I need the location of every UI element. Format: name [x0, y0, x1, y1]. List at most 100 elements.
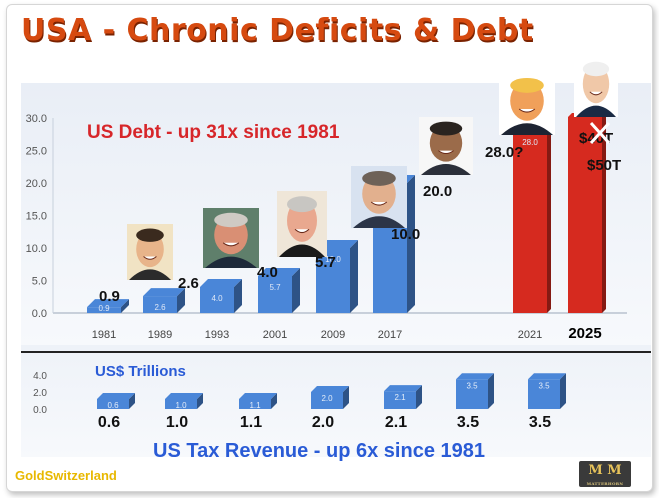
tax-bar-1989	[165, 393, 203, 409]
tax-bar-1981-front	[97, 399, 129, 409]
portrait-2001	[351, 166, 407, 228]
debt-bar-2001-top	[258, 267, 300, 276]
debt-bar-1981-side	[121, 299, 129, 313]
portrait-smile	[294, 228, 310, 234]
debt-bar-1989-front	[143, 296, 177, 313]
brand-label: GoldSwitzerland	[15, 468, 117, 483]
debt-bar-2025	[568, 113, 606, 313]
debt-ytick-label: 25.0	[26, 146, 47, 158]
logo-badge: M M MATTERHORN	[579, 461, 631, 487]
tax-value-label: 1.1	[240, 414, 262, 431]
tax-bar-1993	[239, 393, 277, 409]
tax-bar-inner-label: 1.1	[249, 401, 261, 410]
tax-value-label: 1.0	[166, 414, 188, 431]
tax-ytick-label: 0.0	[33, 405, 47, 416]
tax-ytick-label: 2.0	[33, 388, 47, 399]
tax-bar-2021-side	[560, 373, 566, 409]
debt-category-label: 2009	[321, 329, 345, 341]
debt-value-label: $50T	[587, 157, 621, 174]
portrait-suit	[205, 256, 257, 268]
portrait-suit	[421, 163, 471, 175]
debt-bar-1981-front	[87, 307, 121, 313]
portrait-smile	[589, 91, 603, 96]
portrait-hair	[582, 61, 610, 77]
tax-value-label: 0.6	[98, 414, 120, 431]
tax-bar-1989-top	[165, 393, 203, 399]
chart-title: USA - Chronic Deficits & Debt	[21, 13, 534, 48]
tax-bar-2001-side	[343, 386, 349, 409]
debt-bar-2025-side	[602, 113, 606, 313]
debt-bar-inner-label: 5.7	[269, 283, 281, 292]
chart-svg: 0.0 5.0 10.0 15.0 20.0 25.0 30.0 US Debt - up 3…	[26, 57, 627, 462]
debt-category-label: 2021	[518, 329, 542, 341]
tax-bar-2021-top	[528, 373, 566, 380]
tax-bar-1981	[97, 393, 135, 409]
tax-bar-1993-front	[239, 399, 271, 409]
tax-bar-inner-label: 3.5	[466, 381, 478, 390]
logo-text: M M	[588, 463, 622, 478]
debt-ytick-label: 20.0	[26, 178, 47, 190]
debt-bar-inner-label: 28.0	[522, 138, 538, 147]
debt-value-label: 10.0	[391, 226, 420, 243]
portrait-1993	[277, 191, 327, 257]
portrait-1989	[203, 208, 259, 268]
debt-category-label: 1989	[148, 329, 172, 341]
debt-category-label: 2017	[378, 329, 402, 341]
tax-ytick-label: 4.0	[33, 371, 47, 382]
tax-annotation-title: US Tax Revenue - up 6x since 1981	[153, 440, 485, 462]
tax-bar-2017	[456, 373, 494, 409]
tax-bar-1981-side	[129, 393, 135, 409]
debt-bar-2017-side	[407, 175, 415, 313]
cross-stroke	[589, 121, 611, 145]
tax-bar-2017-side	[488, 373, 494, 409]
tax-bar-2009-front	[384, 391, 416, 409]
debt-bar-1993	[200, 279, 242, 313]
debt-bar-2009	[316, 240, 358, 313]
portrait-2025	[574, 57, 618, 117]
debt-ytick-label: 10.0	[26, 243, 47, 255]
debt-bar-inner-label: 2.6	[154, 303, 166, 312]
tax-bar-2001-top	[311, 386, 349, 392]
debt-category-label: 1981	[92, 329, 116, 341]
portrait-hair	[136, 228, 164, 242]
tax-bar-2009-side	[416, 385, 422, 409]
debt-category-label: 2001	[263, 329, 287, 341]
debt-value-label: 2.6	[178, 275, 199, 292]
debt-value-label: 28.0?	[485, 144, 523, 161]
debt-bar-1981	[87, 299, 129, 313]
debt-category-label: 1993	[205, 329, 229, 341]
portrait-suit	[279, 244, 325, 257]
debt-bar-2009-front	[316, 248, 350, 313]
portrait-hair	[362, 170, 396, 186]
debt-value-label: 0.9	[99, 288, 120, 305]
portrait-smile	[518, 108, 536, 113]
section-divider	[21, 351, 651, 353]
debt-bar-1989-side	[177, 288, 185, 313]
tax-bar-1989-front	[165, 399, 197, 409]
portrait-suit	[129, 269, 171, 280]
debt-bar-2001	[258, 267, 300, 313]
logo-subtext: MATTERHORN	[586, 481, 624, 486]
tax-value-label: 2.0	[312, 414, 334, 431]
tax-bar-2017-front	[456, 379, 488, 409]
chart-frame: USA - Chronic Deficits & Debt 0.0 5.0 10.0…	[6, 4, 653, 492]
tax-bar-2017-top	[456, 373, 494, 380]
tax-bar-2021	[528, 373, 566, 409]
debt-bar-2021-front	[513, 131, 547, 313]
portrait-smile	[438, 150, 454, 155]
debt-bar-2025-front	[568, 117, 602, 313]
tax-bar-1993-top	[239, 393, 277, 399]
debt-bar-inner-label: 10.0	[325, 255, 341, 264]
debt-bar-1981-top	[87, 299, 129, 308]
debt-ytick-label: 5.0	[32, 276, 47, 288]
debt-bar-1993-side	[234, 279, 242, 313]
portrait-1981	[127, 224, 173, 280]
debt-ytick-label: 0.0	[32, 308, 47, 320]
debt-bar-1993-front	[200, 287, 234, 313]
debt-value-label: 20.0	[423, 183, 452, 200]
portrait-smile	[143, 256, 157, 260]
debt-bar-inner-label: 4.0	[211, 294, 223, 303]
portrait-2009	[419, 117, 473, 175]
portrait-smile	[370, 201, 388, 206]
tax-bar-2021-front	[528, 379, 560, 409]
